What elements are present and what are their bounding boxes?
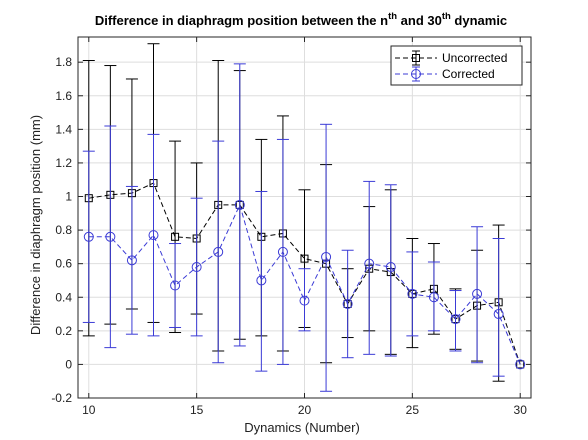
data-point [472, 288, 483, 299]
y-tick-label: 0.8 [55, 223, 72, 237]
series-corrected [82, 63, 526, 392]
data-point [516, 360, 525, 369]
x-axis-label: Dynamics (Number) [244, 420, 360, 435]
plot-series [82, 43, 526, 392]
x-tick-label: 25 [406, 403, 420, 417]
data-point [126, 255, 137, 266]
data-point [234, 199, 245, 210]
y-tick-label: 0 [65, 357, 72, 371]
y-tick-label: 1.8 [55, 55, 72, 69]
data-point [83, 231, 94, 242]
x-tick-label: 30 [514, 403, 528, 417]
legend-label: Uncorrected [442, 51, 507, 65]
data-point [300, 254, 309, 263]
y-tick-label: 1.2 [55, 156, 72, 170]
chart-title-part2: and 30 [397, 13, 442, 28]
data-point [299, 295, 310, 306]
y-axis-label: Difference in diaphragm position (mm) [28, 115, 43, 335]
data-point [191, 262, 202, 273]
data-point [321, 251, 332, 262]
data-point [171, 232, 180, 241]
y-tick-label: 0.2 [55, 324, 72, 338]
legend-marker [411, 69, 421, 79]
y-tick-label: -0.2 [51, 391, 72, 405]
data-point [148, 230, 159, 241]
series-line [88, 203, 521, 365]
chart-title-part1: Difference in diaphragm position between… [95, 13, 388, 28]
legend-marker [412, 54, 420, 62]
y-tick-label: 1.6 [55, 89, 72, 103]
data-point [342, 298, 353, 309]
legend-label: Corrected [442, 67, 495, 81]
data-point [450, 314, 461, 325]
x-tick-label: 20 [298, 403, 312, 417]
x-tick-label: 15 [190, 403, 204, 417]
axis-ticks: 10 15 20 25 30 -0.2 0 0.2 0.4 0.6 0.8 1 1.2 1.4 1.6 1.8 [51, 37, 531, 417]
chart-title-part3: dynamic [451, 13, 507, 28]
data-point [493, 309, 504, 320]
legend: Uncorrected Corrected [390, 45, 523, 86]
data-point [170, 280, 181, 291]
chart-title: Difference in diaphragm position between… [95, 11, 507, 28]
data-point [385, 262, 396, 273]
y-tick-label: 1 [65, 190, 72, 204]
chart-title-sup2: th [442, 11, 451, 22]
data-point [515, 359, 526, 370]
y-tick-label: 0.4 [55, 290, 72, 304]
data-point [256, 275, 267, 286]
y-tick-label: 0.6 [55, 257, 72, 271]
y-tick-label: 1.4 [55, 122, 72, 136]
data-point [428, 292, 439, 303]
chart-title-sup1: th [388, 11, 397, 22]
data-point [364, 258, 375, 269]
data-point [407, 288, 418, 299]
data-point [277, 246, 288, 257]
data-point [213, 246, 224, 257]
x-tick-label: 10 [82, 403, 96, 417]
data-point [105, 231, 116, 242]
